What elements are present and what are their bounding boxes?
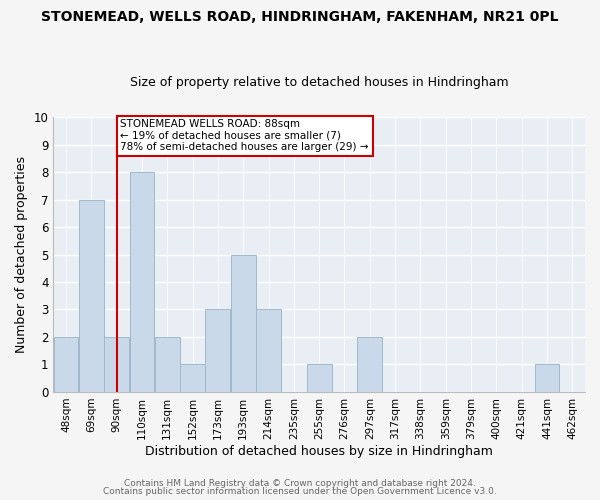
Text: STONEMEAD, WELLS ROAD, HINDRINGHAM, FAKENHAM, NR21 0PL: STONEMEAD, WELLS ROAD, HINDRINGHAM, FAKE…	[41, 10, 559, 24]
Text: Contains public sector information licensed under the Open Government Licence v3: Contains public sector information licen…	[103, 487, 497, 496]
Bar	[104, 337, 129, 392]
Bar	[256, 310, 281, 392]
Bar	[231, 254, 256, 392]
Bar	[180, 364, 205, 392]
Bar	[358, 337, 382, 392]
Bar	[535, 364, 559, 392]
Bar	[155, 337, 179, 392]
Bar	[130, 172, 154, 392]
X-axis label: Distribution of detached houses by size in Hindringham: Distribution of detached houses by size …	[145, 444, 493, 458]
Text: STONEMEAD WELLS ROAD: 88sqm
← 19% of detached houses are smaller (7)
78% of semi: STONEMEAD WELLS ROAD: 88sqm ← 19% of det…	[121, 120, 369, 152]
Y-axis label: Number of detached properties: Number of detached properties	[15, 156, 28, 353]
Bar	[307, 364, 332, 392]
Text: Contains HM Land Registry data © Crown copyright and database right 2024.: Contains HM Land Registry data © Crown c…	[124, 478, 476, 488]
Bar	[205, 310, 230, 392]
Bar	[53, 337, 79, 392]
Bar	[79, 200, 104, 392]
Title: Size of property relative to detached houses in Hindringham: Size of property relative to detached ho…	[130, 76, 508, 90]
